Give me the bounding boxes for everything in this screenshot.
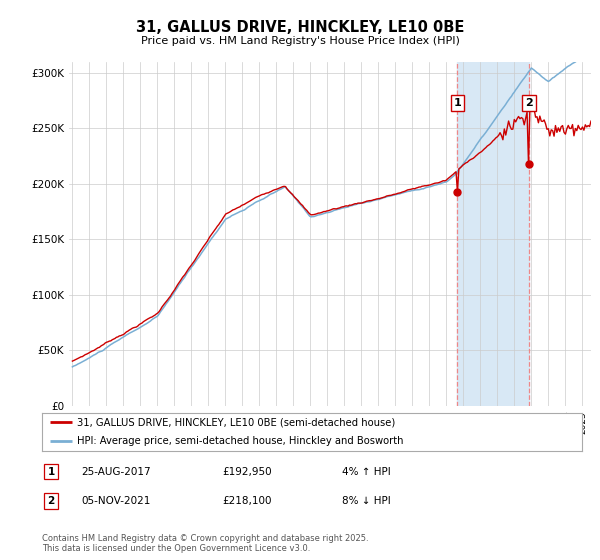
Text: 2: 2 <box>47 496 55 506</box>
Text: 4% ↑ HPI: 4% ↑ HPI <box>342 466 391 477</box>
Text: £218,100: £218,100 <box>222 496 271 506</box>
Text: 05-NOV-2021: 05-NOV-2021 <box>81 496 151 506</box>
Text: Contains HM Land Registry data © Crown copyright and database right 2025.
This d: Contains HM Land Registry data © Crown c… <box>42 534 368 553</box>
Text: Price paid vs. HM Land Registry's House Price Index (HPI): Price paid vs. HM Land Registry's House … <box>140 36 460 46</box>
Text: £192,950: £192,950 <box>222 466 272 477</box>
Text: 25-AUG-2017: 25-AUG-2017 <box>81 466 151 477</box>
Text: 1: 1 <box>47 466 55 477</box>
Bar <box>457 62 529 406</box>
Text: 1: 1 <box>454 98 461 108</box>
Text: HPI: Average price, semi-detached house, Hinckley and Bosworth: HPI: Average price, semi-detached house,… <box>77 436 404 446</box>
Text: 8% ↓ HPI: 8% ↓ HPI <box>342 496 391 506</box>
Text: 31, GALLUS DRIVE, HINCKLEY, LE10 0BE (semi-detached house): 31, GALLUS DRIVE, HINCKLEY, LE10 0BE (se… <box>77 417 395 427</box>
Text: 31, GALLUS DRIVE, HINCKLEY, LE10 0BE: 31, GALLUS DRIVE, HINCKLEY, LE10 0BE <box>136 20 464 35</box>
Text: 2: 2 <box>525 98 533 108</box>
